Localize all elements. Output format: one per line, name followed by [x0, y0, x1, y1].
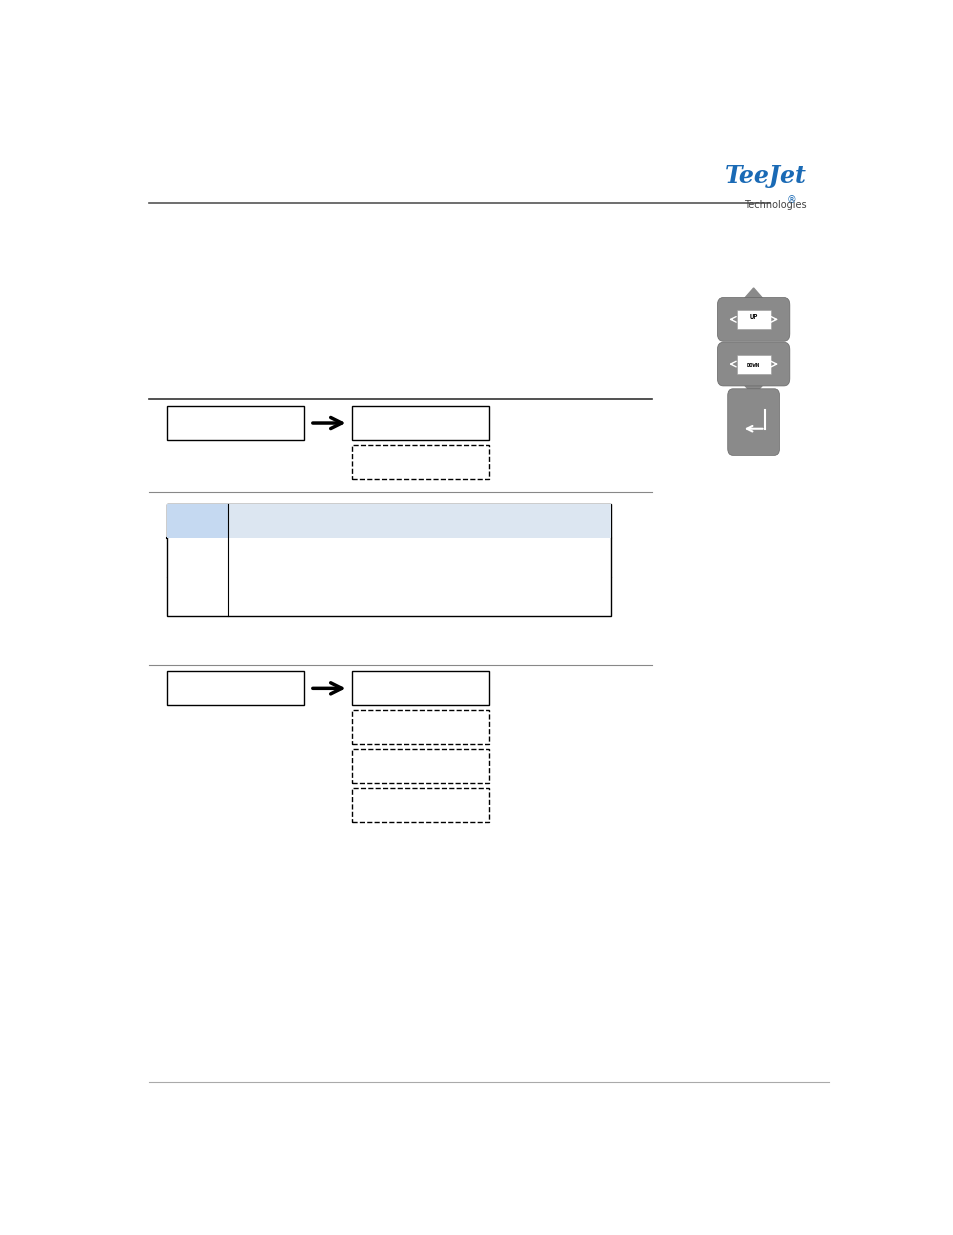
FancyBboxPatch shape: [352, 672, 488, 705]
Polygon shape: [740, 288, 766, 304]
FancyBboxPatch shape: [352, 710, 488, 745]
Text: ®: ®: [785, 195, 795, 205]
FancyBboxPatch shape: [727, 389, 779, 456]
FancyBboxPatch shape: [352, 406, 488, 440]
FancyBboxPatch shape: [736, 356, 770, 374]
FancyBboxPatch shape: [167, 672, 304, 705]
FancyBboxPatch shape: [167, 504, 228, 538]
FancyBboxPatch shape: [717, 298, 789, 341]
FancyBboxPatch shape: [717, 342, 789, 385]
Text: Technologies: Technologies: [743, 200, 806, 210]
FancyBboxPatch shape: [167, 406, 304, 440]
Polygon shape: [740, 380, 766, 395]
Text: TeeJet: TeeJet: [724, 164, 806, 188]
FancyBboxPatch shape: [352, 750, 488, 783]
FancyBboxPatch shape: [352, 445, 488, 479]
FancyBboxPatch shape: [736, 310, 770, 329]
FancyBboxPatch shape: [167, 504, 610, 616]
Text: UP: UP: [748, 315, 757, 320]
FancyBboxPatch shape: [352, 788, 488, 823]
Text: DOWN: DOWN: [746, 363, 760, 368]
FancyBboxPatch shape: [167, 504, 610, 538]
